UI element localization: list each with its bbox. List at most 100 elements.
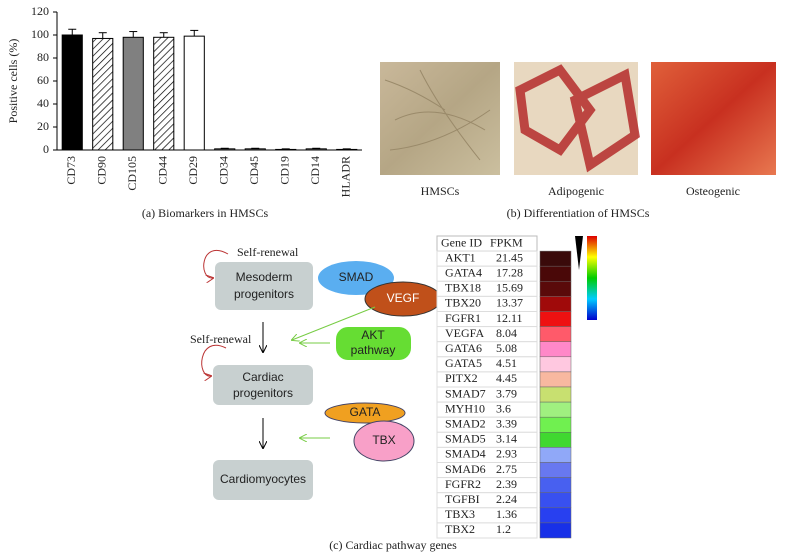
y-tick-label: 20 (37, 119, 49, 133)
table-header: FPKM (490, 235, 523, 249)
stage-label: Cardiomyocytes (220, 472, 306, 486)
heat-cell (539, 326, 572, 342)
bar (244, 148, 266, 151)
gene-id: TGFBI (445, 492, 480, 506)
caption: (a) Biomarkers in HMSCs (142, 206, 269, 220)
stage-box (213, 365, 313, 405)
gene-id: GATA4 (445, 266, 482, 280)
photo (380, 62, 500, 175)
fpkm: 15.69 (496, 281, 523, 295)
pathway-diagram: Self-renewal Self-renewal Mesoderm proge… (190, 245, 442, 500)
heat-cell (539, 250, 572, 267)
arrow (292, 306, 376, 340)
x-tick-label: CD34 (217, 156, 231, 185)
fpkm: 4.45 (496, 371, 517, 385)
fpkm: 2.39 (496, 477, 517, 491)
fpkm: 2.75 (496, 462, 517, 476)
stage-label: Cardiac (242, 370, 283, 384)
bar (61, 34, 83, 151)
fpkm: 3.14 (496, 432, 517, 446)
photo (651, 62, 776, 175)
heat-cell (539, 462, 572, 478)
bar (92, 37, 114, 151)
x-tick-label: CD44 (156, 156, 170, 185)
gene-id: SMAD6 (445, 462, 486, 476)
gene-id: VEGFA (445, 326, 484, 340)
stage-label: Mesoderm (236, 270, 293, 284)
photo-label: Osteogenic (686, 184, 740, 198)
heat-cell (539, 356, 572, 373)
bar (336, 148, 358, 151)
heat-cell (539, 296, 572, 312)
heat-cell (539, 432, 572, 448)
x-tick-label: CD45 (247, 156, 261, 185)
self-renewal-label: Self-renewal (237, 245, 299, 259)
gene-id: TBX2 (445, 522, 475, 536)
factor (353, 420, 415, 462)
heat-cell (539, 416, 572, 433)
x-tick-label: CD14 (308, 156, 322, 185)
y-tick-label: 0 (43, 142, 49, 156)
factor-label: SMAD (339, 270, 374, 284)
gene-id: AKT1 (445, 250, 476, 264)
caption: (c) Cardiac pathway genes (329, 538, 457, 552)
x-tick-label: CD29 (186, 156, 200, 185)
fpkm: 12.11 (496, 311, 523, 325)
y-tick-label: 80 (37, 50, 49, 64)
stage-label: progenitors (234, 287, 294, 301)
x-tick-label: HLADR (339, 156, 353, 197)
heat-cell (539, 311, 572, 327)
photos: HMSCs Adipogenic Osteogenic (b) Differen… (380, 62, 776, 220)
heat-cell (539, 477, 572, 493)
fpkm: 17.28 (496, 266, 523, 280)
fpkm: 2.93 (496, 447, 517, 461)
bar (305, 148, 327, 151)
x-tick-label: CD19 (278, 156, 292, 185)
heat-cell (539, 492, 572, 509)
color-scale (587, 236, 597, 320)
gene-id: SMAD4 (445, 447, 486, 461)
gene-id: MYH10 (445, 401, 485, 415)
factor (324, 402, 406, 424)
self-renewal-label: Self-renewal (190, 332, 252, 346)
gene-id: GATA5 (445, 356, 482, 370)
factor-label: AKT (361, 328, 385, 342)
y-axis-label: Positive cells (%) (6, 39, 20, 124)
fpkm: 21.45 (496, 250, 523, 264)
y-tick-label: 60 (37, 73, 49, 87)
x-tick-label: CD73 (64, 156, 78, 185)
table-row (436, 522, 538, 539)
gene-id: TBX20 (445, 296, 481, 310)
stage-label: progenitors (233, 386, 293, 400)
fpkm: 3.39 (496, 417, 517, 431)
bar (214, 148, 236, 151)
fpkm: 13.37 (496, 296, 523, 310)
fpkm: 4.51 (496, 356, 517, 370)
factor-label: TBX (372, 433, 395, 447)
heat-cell (539, 371, 572, 388)
bar (183, 35, 205, 151)
fpkm: 2.24 (496, 492, 517, 506)
heat-cell (539, 341, 572, 358)
gene-id: SMAD2 (445, 417, 486, 431)
gene-id: SMAD5 (445, 432, 486, 446)
factor-label: GATA (350, 405, 381, 419)
fpkm: 8.04 (496, 326, 517, 340)
heat-cell (539, 401, 572, 418)
bar (275, 148, 297, 151)
photo-texture (515, 64, 640, 173)
stage-box (215, 262, 313, 310)
photo-label: Adipogenic (548, 184, 604, 198)
gene-id: TBX18 (445, 281, 481, 295)
bar (153, 36, 175, 151)
fpkm: 1.2 (496, 522, 511, 536)
stage-box (213, 460, 313, 500)
y-tick-label: 40 (37, 96, 49, 110)
photo-label: HMSCs (421, 184, 460, 198)
gene-id: FGFR1 (445, 311, 481, 325)
heat-cell (539, 386, 572, 403)
gene-id: PITX2 (445, 371, 478, 385)
self-renewal-arrow (201, 344, 227, 376)
caption: (b) Differentiation of HMSCs (507, 206, 650, 220)
